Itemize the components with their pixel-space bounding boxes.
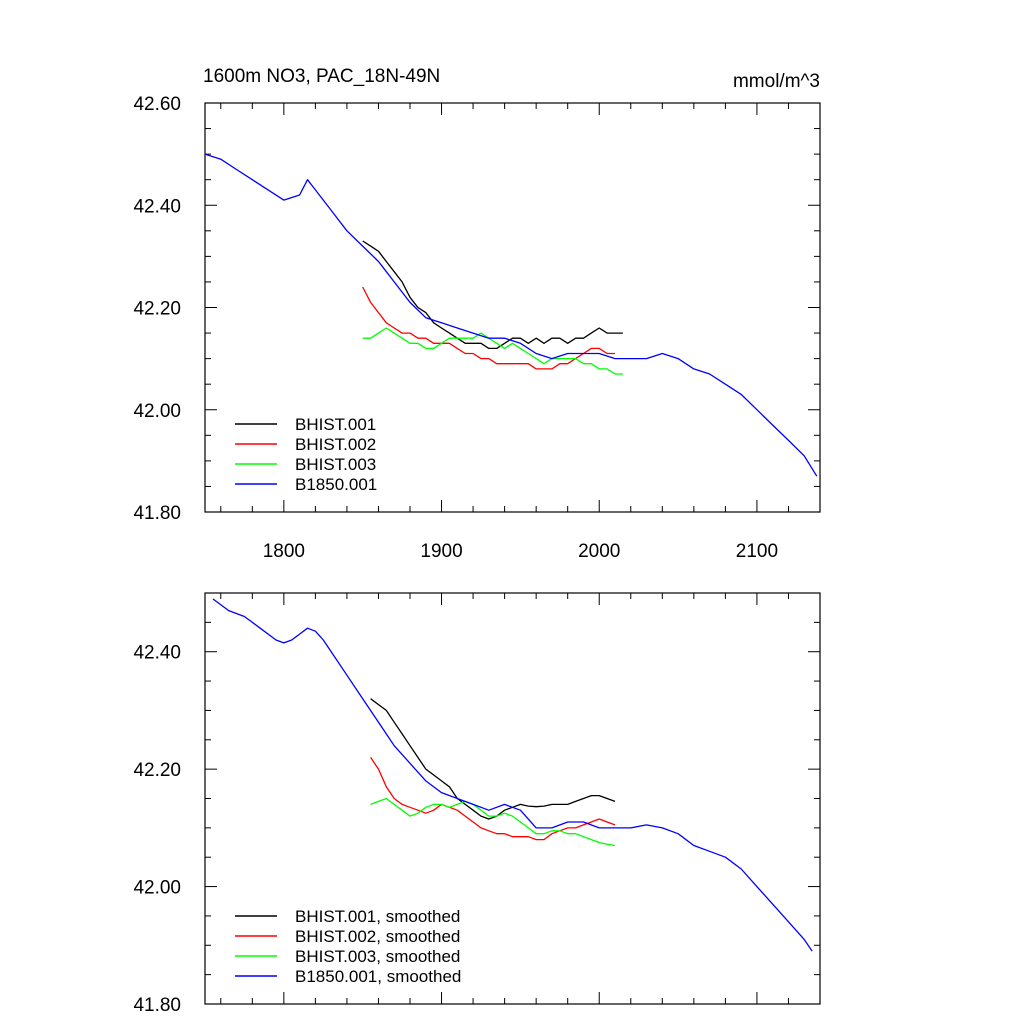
- series-line-b1850-001: [204, 153, 818, 477]
- y-tick-label: 42.00: [133, 878, 181, 899]
- series-line-bhist-002: [362, 286, 615, 370]
- series-line-b1850-001: [212, 598, 813, 952]
- legend-label: BHIST.001: [295, 415, 376, 434]
- legend-label: B1850.001, smoothed: [295, 967, 461, 986]
- series-line-bhist-002: [370, 757, 616, 841]
- x-tick-label: 2000: [578, 541, 620, 562]
- units-label: mmol/m^3: [733, 71, 820, 92]
- y-tick-label: 42.40: [133, 196, 181, 217]
- legend-label: BHIST.002: [295, 435, 376, 454]
- plot-title: 1600m NO3, PAC_18N-49N: [203, 66, 440, 87]
- y-tick-label: 41.80: [133, 995, 181, 1016]
- legend-label: BHIST.001, smoothed: [295, 907, 460, 926]
- series-line-bhist-001: [362, 240, 623, 350]
- series-line-bhist-001: [370, 698, 616, 820]
- x-tick-label: 1800: [263, 541, 305, 562]
- x-tick-label: 1900: [420, 541, 462, 562]
- top-panel: 41.80 42.00 42.20 42.40 42.60 1800 1900 2000 210…: [133, 94, 821, 562]
- x-tick-label: 2100: [736, 541, 778, 562]
- y-tick-label: 41.80: [133, 503, 181, 524]
- legend-label: BHIST.002, smoothed: [295, 927, 460, 946]
- y-tick-label: 42.00: [133, 401, 181, 422]
- y-tick-label: 42.20: [133, 760, 181, 781]
- series-line-bhist-003: [370, 797, 616, 847]
- legend-label: BHIST.003: [295, 455, 376, 474]
- y-tick-label: 42.20: [133, 299, 181, 320]
- legend-label: B1850.001: [295, 475, 377, 494]
- y-tick-label: 42.60: [133, 94, 181, 115]
- legend-label: BHIST.003, smoothed: [295, 947, 460, 966]
- series-line-bhist-003: [362, 327, 623, 375]
- y-tick-label: 42.40: [133, 643, 181, 664]
